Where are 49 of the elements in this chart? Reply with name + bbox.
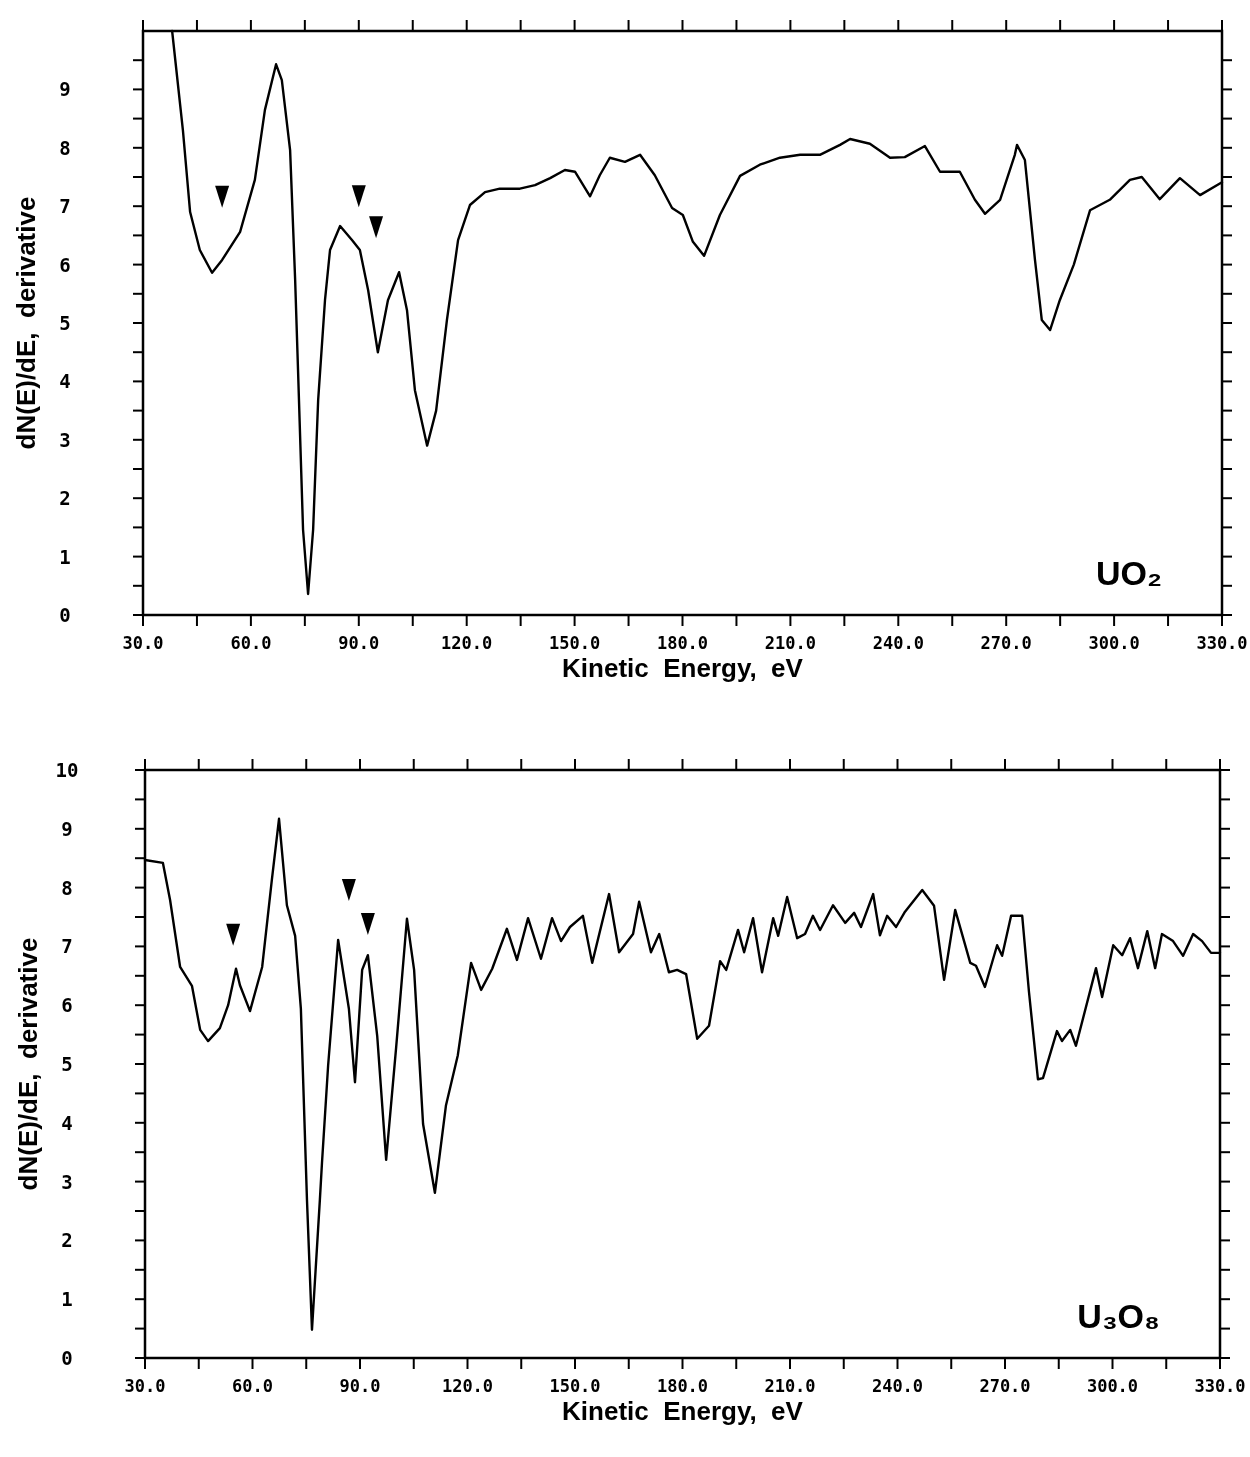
x-tick-label: 60.0 (232, 1376, 273, 1396)
y-tick-label: 8 (59, 136, 71, 159)
x-tick-label: 300.0 (1086, 1376, 1139, 1396)
x-tick-label: 150.0 (549, 1376, 601, 1396)
x-tick-label: 90.0 (338, 633, 380, 653)
x-tick-label: 30.0 (124, 1376, 166, 1396)
y-tick-label: 5 (61, 1053, 73, 1075)
x-tick-label: 180.0 (656, 633, 709, 653)
annotation: UO₂ (1095, 554, 1162, 592)
x-tick-label: 120.0 (441, 633, 493, 653)
x-tick-label: 180.0 (656, 1376, 709, 1396)
annotation: U₃O₈ (1077, 1297, 1160, 1335)
x-tick-label: 90.0 (339, 1376, 381, 1396)
x-tick-label: 60.0 (230, 633, 272, 653)
x-tick-label: 270.0 (979, 1376, 1031, 1396)
x-tick-label: 240.0 (872, 633, 924, 653)
y-tick-label: 1 (59, 545, 71, 568)
y-tick-label: 3 (61, 1170, 73, 1193)
y-tick-label: 5 (59, 312, 71, 334)
y-tick-label: 2 (61, 1229, 73, 1252)
x-tick-label: 150.0 (549, 633, 601, 653)
y-tick-label: 1 (61, 1288, 73, 1311)
x-tick-label: 300.0 (1088, 633, 1140, 653)
y-axis-title: dN(E)/dE, derivative (13, 937, 43, 1191)
y-tick-label: 3 (59, 428, 71, 451)
x-tick-label: 330.0 (1196, 633, 1248, 653)
x-axis-title: Kinetic Energy, eV (562, 653, 804, 683)
x-tick-label: 120.0 (441, 1376, 494, 1396)
y-tick-label: 4 (59, 370, 71, 393)
x-tick-label: 240.0 (871, 1376, 924, 1396)
x-tick-label: 330.0 (1194, 1376, 1246, 1396)
x-tick-label: 210.0 (764, 1376, 816, 1396)
y-axis-title: dN(E)/dE, derivative (11, 196, 41, 450)
y-tick-label: 6 (59, 253, 71, 276)
x-tick-label: 30.0 (122, 633, 164, 653)
y-tick-label: 9 (61, 817, 73, 840)
y-tick-label: 6 (61, 994, 73, 1017)
y-tick-label: 4 (61, 1111, 73, 1134)
y-tick-label: 0 (61, 1347, 73, 1369)
y-tick-label: 8 (61, 876, 73, 899)
y-tick-label: 9 (59, 78, 71, 101)
y-tick-label: 10 (55, 759, 79, 781)
y-tick-label: 0 (59, 604, 71, 626)
y-tick-label: 2 (59, 487, 71, 510)
y-tick-label: 7 (59, 195, 71, 218)
x-tick-label: 270.0 (980, 633, 1032, 653)
x-tick-label: 210.0 (764, 633, 816, 653)
y-tick-label: 7 (61, 935, 73, 958)
x-axis-title: Kinetic Energy, eV (562, 1396, 804, 1426)
